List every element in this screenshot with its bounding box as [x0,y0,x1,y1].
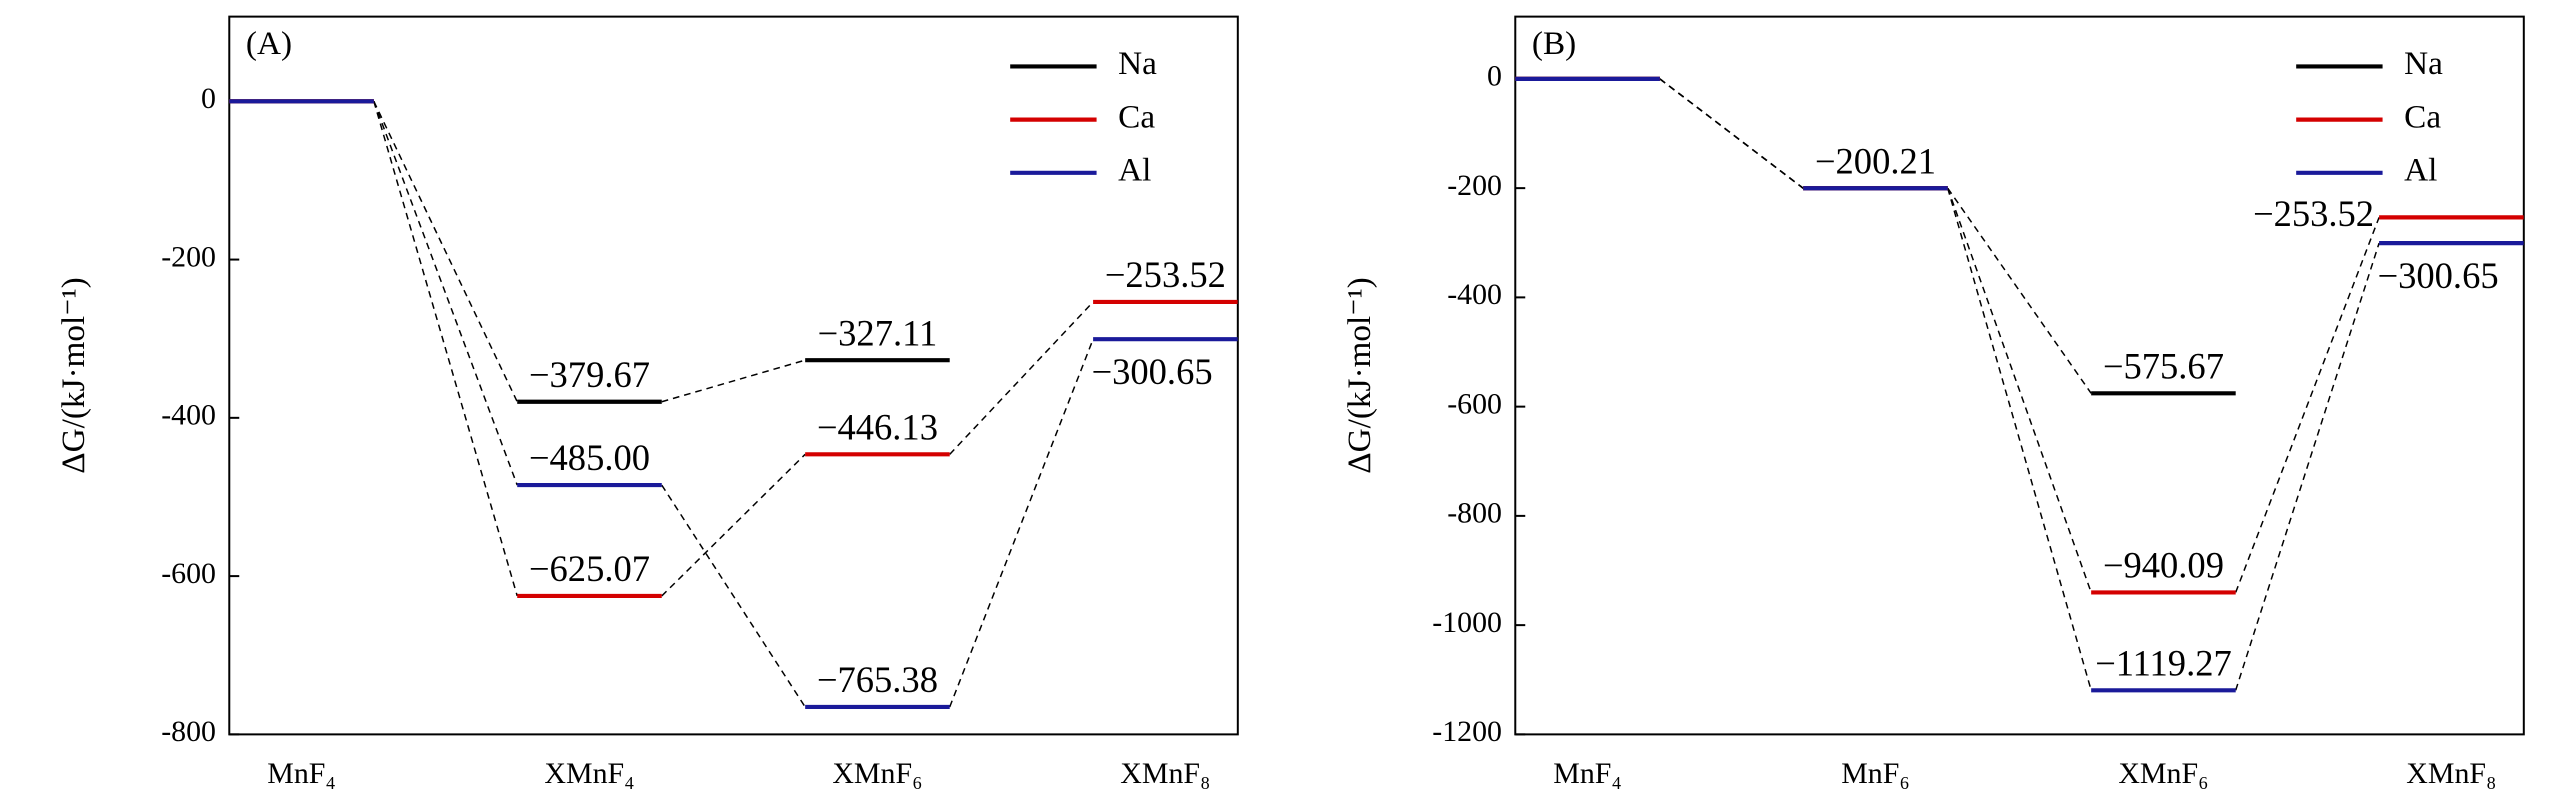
canvas: 0 -200 -400 -600 -800 ΔG/(kJ·mol⁻¹) (A) MnF₄ XMn… [55,15,2525,790]
x-tick-label: XMnF₈ [2406,757,2496,790]
y-tick-label: -1200 [1432,715,1502,748]
connector [661,453,806,597]
value-label: −300.65 [1092,351,1213,392]
y-axis-label: ΔG/(kJ·mol⁻¹) [55,277,92,473]
legend-label: Al [1118,151,1151,188]
connector [949,301,1094,455]
x-tick-label: XMnF₆ [832,757,922,790]
connector [1659,78,1804,189]
y-tick-label: -200 [1447,169,1502,202]
y-tick-label: -600 [1447,387,1502,420]
y-tick-label: -400 [161,399,216,432]
y-tick-label: -1000 [1432,606,1502,639]
value-label: −940.09 [2103,545,2224,586]
connector [2235,217,2380,593]
connector [373,101,518,486]
legend-label: Na [2404,45,2443,82]
x-tick-label: MnF₆ [1841,757,1910,790]
y-tick-label: 0 [201,82,216,115]
panel-label: (B) [1532,25,1576,62]
x-tick-label: XMnF₈ [1120,757,1210,790]
legend-label: Ca [2404,98,2441,135]
y-tick-label: 0 [1487,60,1502,93]
connector [661,359,806,403]
y-axis-label: ΔG/(kJ·mol⁻¹) [1341,277,1378,473]
connector [1947,187,2092,394]
connector [661,484,806,708]
value-label: −327.11 [818,312,938,353]
connector [373,101,518,597]
value-label: −1119.27 [2095,642,2232,683]
panel-label: (A) [246,25,292,62]
x-tick-label: MnF₄ [1553,757,1622,790]
x-tick-label: XMnF₄ [544,757,634,790]
value-label: −300.65 [2378,255,2499,296]
y-tick-label: -800 [161,715,216,748]
legend-label: Al [2404,151,2437,188]
value-label: −200.21 [1815,140,1936,181]
y-tick-label: -200 [161,240,216,273]
connector [1947,188,2092,691]
value-label: −765.38 [817,659,938,700]
legend-label: Na [1118,45,1157,82]
connector [949,338,1094,708]
value-label: −485.00 [529,437,650,478]
plot-frame [228,15,1239,736]
x-tick-label: MnF₄ [267,757,336,790]
value-label: −575.67 [2103,345,2224,386]
y-tick-label: -800 [1447,497,1502,530]
value-label: −253.52 [1105,254,1226,295]
plot-frame [1514,15,2525,736]
y-tick-label: -400 [1447,278,1502,311]
value-label: −253.52 [2253,193,2374,234]
value-label: −379.67 [529,354,650,395]
connector [373,100,518,403]
x-tick-label: XMnF₆ [2118,757,2208,790]
connector [2234,242,2380,691]
value-label: −446.13 [817,406,938,447]
y-tick-label: -600 [161,557,216,590]
value-label: −625.07 [529,548,650,589]
legend-label: Ca [1118,98,1155,135]
connector [1947,188,2092,593]
